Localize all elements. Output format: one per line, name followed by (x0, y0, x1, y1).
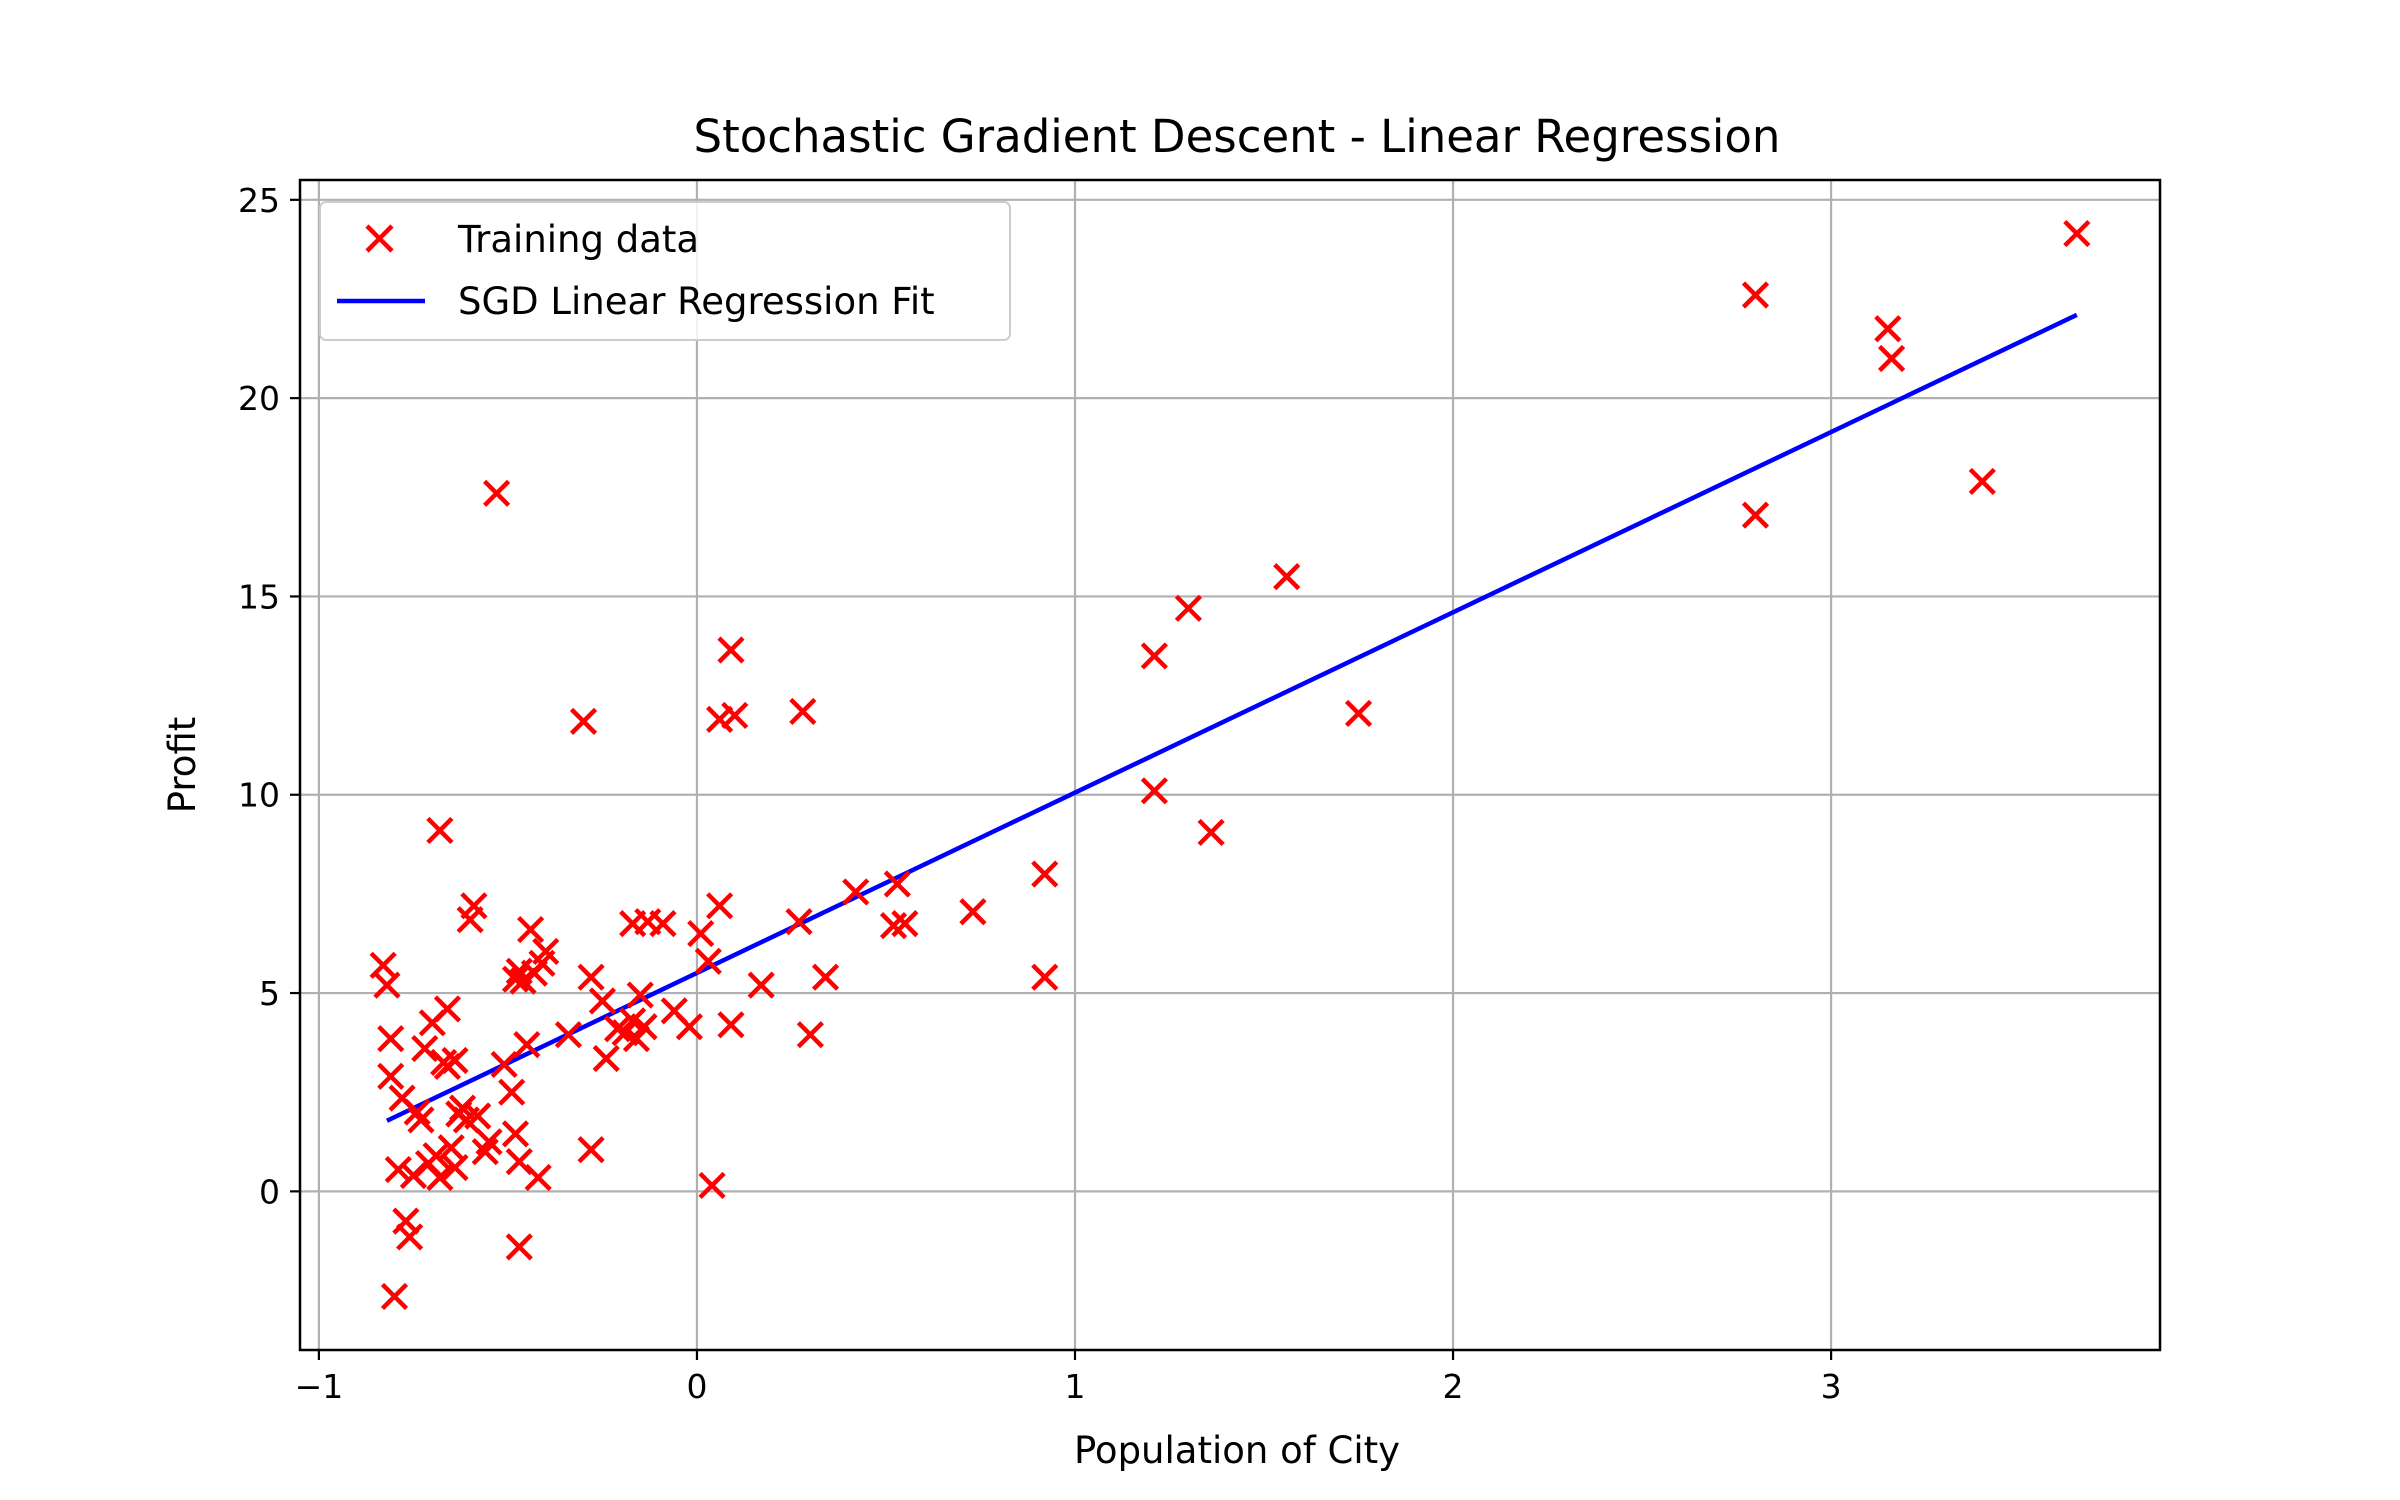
training-data-point (721, 701, 749, 730)
training-data-point (675, 1013, 703, 1041)
training-data-point (411, 1034, 439, 1063)
chart-title: Stochastic Gradient Descent - Linear Reg… (694, 110, 1781, 163)
training-data-point (959, 898, 987, 926)
training-data-point (373, 971, 401, 999)
training-data-point (630, 1013, 658, 1041)
training-data-point (1874, 315, 1902, 343)
training-data-point (1344, 699, 1373, 728)
y-tick-label: 5 (259, 974, 280, 1013)
training-data-point (498, 1078, 526, 1106)
plot-area-frame (298, 178, 2162, 1352)
y-tick-label: 0 (259, 1172, 280, 1211)
training-data-point (532, 937, 560, 965)
training-data-point (403, 1098, 431, 1126)
training-data-point (384, 1155, 412, 1184)
training-data-point (649, 910, 677, 938)
legend-box (319, 201, 1011, 341)
axis-ticks: −1 0 1 2 3 0 5 10 15 20 25 (238, 181, 1842, 1406)
training-data-point (789, 697, 817, 726)
training-data-point (577, 963, 605, 991)
training-data-point (407, 1106, 435, 1134)
x-tick-label: 0 (686, 1367, 707, 1406)
x-axis-label: Population of City (1074, 1429, 1400, 1472)
training-data-point (377, 1025, 405, 1053)
training-data-point (377, 1062, 405, 1090)
legend-label-sgd-fit: SGD Linear Regression Fit (458, 280, 935, 323)
x-tick-label: 1 (1065, 1367, 1086, 1406)
training-data-point (706, 892, 734, 920)
training-data-point (505, 1233, 533, 1261)
legend-label-training-data: Training data (457, 218, 699, 261)
training-data-point (475, 1128, 503, 1156)
fit-line-layer (385, 312, 2078, 1123)
training-data-point (392, 1207, 420, 1235)
training-data-point (517, 916, 545, 944)
training-data-point (785, 908, 813, 936)
y-tick-label: 25 (238, 181, 280, 220)
training-data-point (2063, 219, 2091, 248)
training-data-point (1741, 501, 1770, 529)
training-data-point (501, 965, 530, 993)
training-data-point (883, 870, 911, 898)
training-data-point (842, 878, 870, 906)
training-data-point (626, 981, 654, 1009)
training-data-point (441, 1046, 469, 1075)
grid-lines (300, 180, 2160, 1350)
legend: Training data SGD Linear Regression Fit (319, 201, 1011, 341)
training-data-point (501, 1120, 530, 1148)
training-data-point (1031, 963, 1059, 991)
training-data-point (588, 987, 617, 1015)
training-data-point (698, 1171, 726, 1199)
training-data-point (554, 1021, 583, 1049)
training-data-point (426, 816, 454, 845)
training-data-point (1273, 563, 1301, 591)
training-data-point (1877, 344, 1906, 373)
training-data-point (513, 1031, 541, 1059)
training-data-point (717, 1011, 745, 1039)
training-data-point (687, 919, 715, 948)
scatter-points (369, 219, 2091, 1311)
training-data-point (1197, 818, 1225, 847)
training-data-point (577, 1136, 605, 1164)
training-data-point (603, 1015, 632, 1043)
x-tick-label: 3 (1821, 1367, 1842, 1406)
training-data-point (422, 1142, 450, 1170)
x-tick-label: −1 (295, 1367, 344, 1406)
training-data-point (569, 707, 598, 735)
training-data-point (524, 1163, 552, 1192)
training-data-point (796, 1021, 824, 1049)
training-data-point (460, 892, 488, 920)
training-data-point (380, 1282, 409, 1311)
training-data-point (490, 1050, 518, 1079)
y-axis-label: Profit (161, 717, 204, 814)
training-data-point (1031, 860, 1059, 888)
y-tick-label: 15 (238, 577, 280, 616)
legend-marker-training-data (365, 224, 394, 253)
training-data-point (1174, 594, 1203, 622)
y-tick-label: 20 (238, 379, 280, 418)
training-data-point (1140, 777, 1168, 805)
training-data-point (396, 1223, 424, 1251)
training-data-point (426, 1163, 454, 1192)
training-data-point (717, 636, 745, 664)
training-data-point (433, 995, 462, 1023)
training-data-point (1741, 281, 1770, 309)
x-tick-label: 2 (1443, 1367, 1464, 1406)
training-data-point (1140, 642, 1168, 670)
training-data-point (747, 971, 775, 999)
training-data-point (399, 1161, 428, 1190)
training-data-point (694, 947, 722, 975)
training-data-point (622, 1025, 651, 1053)
training-data-point (811, 963, 840, 991)
training-data-point (482, 479, 511, 507)
sgd-fit-line (385, 312, 2078, 1123)
training-data-point (441, 1153, 469, 1182)
training-data-point (1968, 467, 1996, 496)
y-tick-label: 10 (238, 776, 280, 815)
training-data-point (891, 910, 919, 938)
training-data-point (592, 1044, 620, 1073)
training-data-point (464, 1102, 492, 1130)
